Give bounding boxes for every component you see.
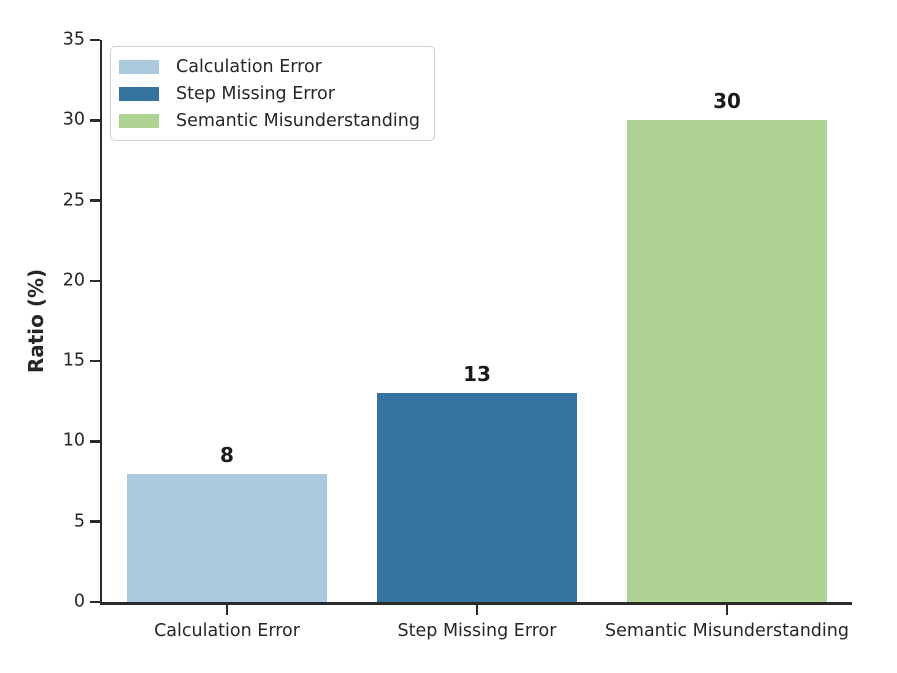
bar bbox=[377, 393, 577, 602]
bar bbox=[127, 473, 327, 602]
bar-value-label: 13 bbox=[463, 362, 491, 387]
x-tick-mark bbox=[725, 604, 729, 615]
y-tick-mark bbox=[89, 520, 100, 523]
y-tick-label: 35 bbox=[62, 29, 85, 50]
y-axis-spine bbox=[99, 40, 102, 605]
bar-value-label: 30 bbox=[713, 89, 741, 114]
y-tick-mark bbox=[89, 119, 100, 122]
legend-entry: Semantic Misunderstanding bbox=[119, 107, 420, 134]
legend-label: Semantic Misunderstanding bbox=[176, 110, 420, 131]
y-tick-mark bbox=[89, 440, 100, 443]
x-tick-mark bbox=[475, 604, 479, 615]
legend-entry: Step Missing Error bbox=[119, 80, 420, 107]
y-tick-mark bbox=[89, 199, 100, 202]
bar bbox=[627, 120, 827, 602]
bar-value-label: 8 bbox=[220, 442, 234, 467]
x-tick-label: Calculation Error bbox=[154, 621, 300, 641]
x-axis-spine bbox=[99, 602, 852, 605]
x-tick-label: Semantic Misunderstanding bbox=[605, 621, 849, 641]
y-tick-mark bbox=[89, 279, 100, 283]
y-tick-label: 5 bbox=[73, 510, 85, 531]
y-tick-label: 10 bbox=[62, 430, 85, 451]
y-tick-label: 15 bbox=[62, 350, 85, 371]
y-tick-label: 0 bbox=[73, 591, 85, 612]
legend: Calculation Error Step Missing Error Seman… bbox=[110, 46, 435, 141]
legend-swatch-icon bbox=[119, 86, 159, 101]
x-tick-mark bbox=[225, 604, 229, 615]
legend-swatch-icon bbox=[119, 113, 159, 128]
y-tick-label: 20 bbox=[62, 270, 85, 291]
y-tick-label: 25 bbox=[62, 189, 85, 210]
y-tick-label: 30 bbox=[62, 109, 85, 130]
legend-label: Calculation Error bbox=[176, 56, 322, 77]
y-tick-mark bbox=[89, 600, 100, 604]
legend-swatch-icon bbox=[119, 59, 159, 74]
y-tick-mark bbox=[89, 38, 100, 42]
legend-entry: Calculation Error bbox=[119, 53, 420, 80]
x-tick-label: Step Missing Error bbox=[397, 621, 557, 641]
y-tick-mark bbox=[89, 359, 100, 363]
legend-label: Step Missing Error bbox=[176, 83, 335, 104]
